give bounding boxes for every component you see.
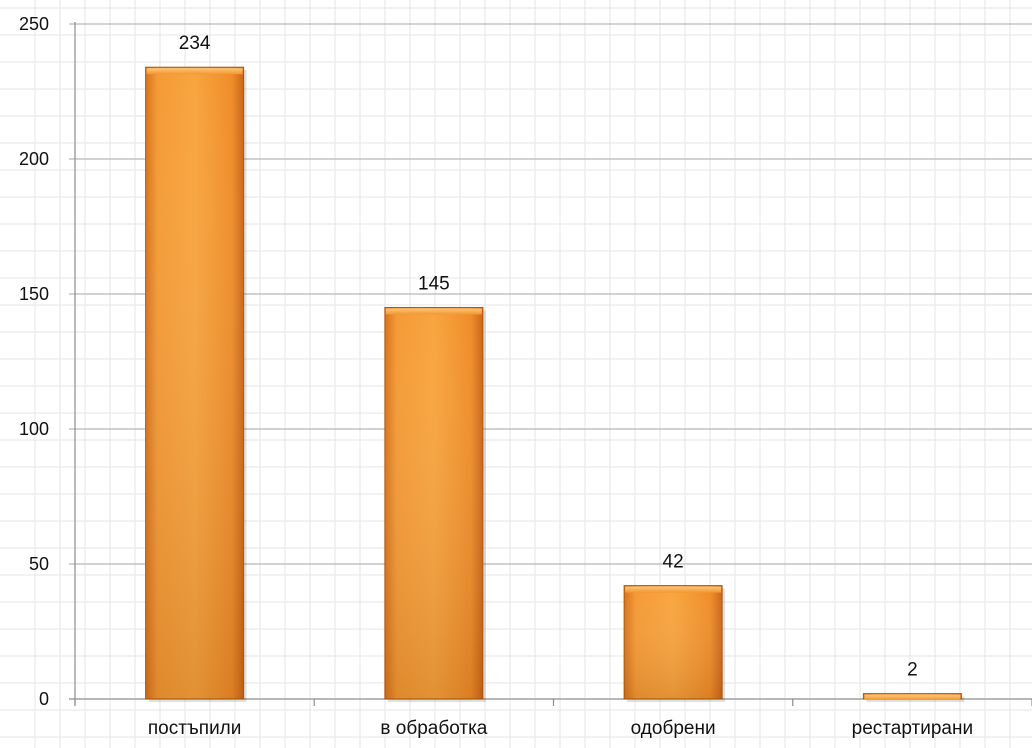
x-category-label: постъпили: [148, 718, 242, 739]
x-category-label: одобрени: [631, 718, 716, 739]
bar: [623, 585, 726, 702]
bar: [384, 307, 486, 702]
data-label: 42: [663, 552, 684, 573]
y-tick-label: 250: [19, 14, 49, 34]
bar: [862, 693, 965, 702]
bar-bevel: [864, 694, 961, 700]
data-label: 2: [907, 660, 918, 681]
bar-bevel: [625, 586, 722, 593]
y-tick-label: 0: [39, 689, 49, 709]
bar: [145, 66, 247, 702]
data-label: 234: [179, 33, 211, 54]
labels: 0 50 100 150 200 250 234 постъпили 145 в обработк…: [19, 14, 973, 739]
x-category-label: рестартирани: [852, 718, 973, 739]
bar-shade: [145, 67, 244, 699]
y-tick-label: 200: [19, 149, 49, 169]
y-tick-label: 50: [29, 554, 49, 574]
y-tick-label: 100: [19, 419, 49, 439]
data-label: 145: [418, 274, 450, 295]
y-tick-label: 150: [19, 284, 49, 304]
bar-bevel: [146, 68, 243, 75]
bars: [145, 66, 965, 702]
x-category-label: в обработка: [380, 718, 487, 739]
bar-shade: [624, 585, 723, 699]
bar-bevel: [385, 308, 482, 315]
bar-shade: [384, 307, 483, 699]
